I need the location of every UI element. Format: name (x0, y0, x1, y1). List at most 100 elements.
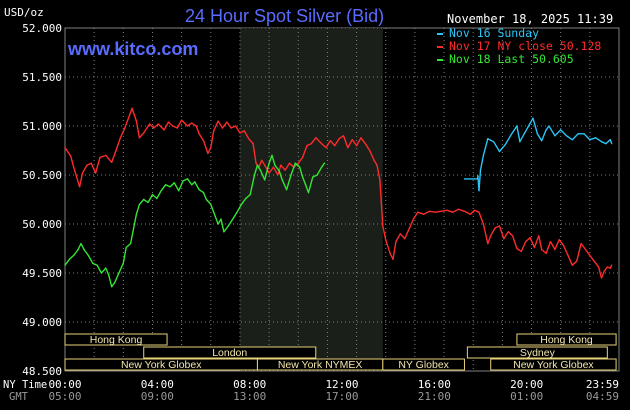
series-segment (214, 215, 219, 225)
series-segment (177, 180, 184, 192)
series-segment (281, 179, 288, 191)
series-segment (516, 125, 521, 143)
series-segment (205, 198, 212, 206)
session-bar: Hong Kong (516, 333, 617, 346)
series-segment (516, 247, 522, 253)
gmt-row-label: GMT (9, 391, 29, 403)
series-segment (245, 193, 251, 200)
series-segment (583, 133, 591, 141)
market-session-bars: Hong Kong London New York Globex New York N… (64, 333, 617, 371)
series-segment (272, 166, 279, 176)
series-segment (148, 123, 155, 129)
series-3 (64, 154, 326, 288)
chart-title: 24 Hour Spot Silver (Bid) (185, 6, 385, 26)
series-segment (541, 248, 547, 255)
x-tick-label-gmt: 04:59 (586, 390, 619, 403)
series-segment (603, 266, 608, 272)
series-segment (511, 235, 518, 250)
series-segment (227, 218, 234, 227)
series-segment (306, 142, 313, 147)
series-segment (264, 162, 270, 181)
series-segment (110, 149, 117, 164)
series-segment (498, 143, 506, 153)
series-segment (236, 203, 243, 213)
legend-item-nov16: Nov 16 Sunday (437, 27, 617, 40)
series-segment (91, 262, 98, 266)
series-segment (408, 218, 415, 230)
series-segment (395, 233, 401, 243)
series-segment (589, 254, 595, 262)
series-segment (532, 117, 539, 135)
unit-label: USD/oz (4, 6, 44, 19)
series-segment (180, 119, 189, 127)
x-tick-label-gmt: 01:00 (510, 390, 543, 403)
series-segment (68, 254, 75, 260)
series-segment (113, 272, 120, 284)
series-segment (487, 137, 495, 143)
series-segment (294, 162, 301, 168)
series-segment (399, 233, 406, 240)
series-segment (252, 142, 257, 164)
series-segment (600, 270, 606, 279)
series-segment (474, 209, 480, 213)
series-segment (525, 236, 531, 243)
series-segment (347, 138, 353, 149)
series-segment (239, 130, 246, 134)
series-segment (173, 182, 180, 192)
series-segment (105, 267, 110, 276)
series-segment (77, 242, 82, 251)
x-tick-label-ny: 20:00 (510, 378, 543, 391)
series-segment (142, 123, 151, 134)
series-segment (164, 184, 171, 188)
series-segment (72, 166, 81, 188)
series-segment (226, 121, 232, 129)
series-segment (212, 120, 219, 132)
series-segment (90, 162, 97, 174)
series-segment (198, 133, 205, 142)
series-segment (299, 166, 304, 178)
legend-swatch (437, 58, 443, 61)
series-segment (86, 162, 92, 166)
series-segment (507, 231, 514, 237)
series-segment (605, 138, 611, 145)
series-segment (70, 155, 75, 168)
series-segment (487, 235, 492, 245)
series-segment (210, 130, 215, 149)
session-bar: New York Globex (490, 358, 617, 371)
series-segment (446, 209, 454, 213)
series-segment (284, 162, 291, 171)
series-segment (360, 137, 366, 145)
series-segment (207, 146, 212, 155)
series-segment (412, 211, 419, 220)
series-segment (135, 203, 141, 215)
series-segment (78, 172, 84, 188)
legend-label: Nov 16 Sunday (449, 26, 540, 40)
website-link[interactable]: www.kitco.com (68, 39, 199, 59)
series-segment (191, 122, 197, 127)
series-segment (172, 125, 179, 129)
series-segment (576, 242, 582, 262)
series-segment (334, 137, 340, 147)
series-segment (167, 121, 174, 127)
series-segment (125, 242, 132, 249)
series-segment (545, 125, 550, 131)
series-segment (105, 154, 113, 164)
x-tick-label-gmt: 13:00 (233, 390, 266, 403)
session-label: Hong Kong (540, 334, 593, 346)
y-tick-label: 48.500 (22, 365, 62, 378)
session-bar: Hong Kong (64, 333, 168, 346)
series-segment (545, 240, 552, 255)
series-segment (301, 176, 307, 186)
series-segment (382, 225, 387, 241)
series-segment (142, 198, 149, 204)
series-segment (428, 210, 436, 213)
series-segment (119, 127, 126, 139)
series-segment (422, 210, 431, 215)
session-bar-box (466, 346, 608, 359)
series-segment (325, 139, 331, 149)
series-segment (364, 142, 371, 152)
series-segment (554, 129, 562, 137)
series-segment (87, 254, 94, 264)
series-segment (100, 267, 107, 274)
